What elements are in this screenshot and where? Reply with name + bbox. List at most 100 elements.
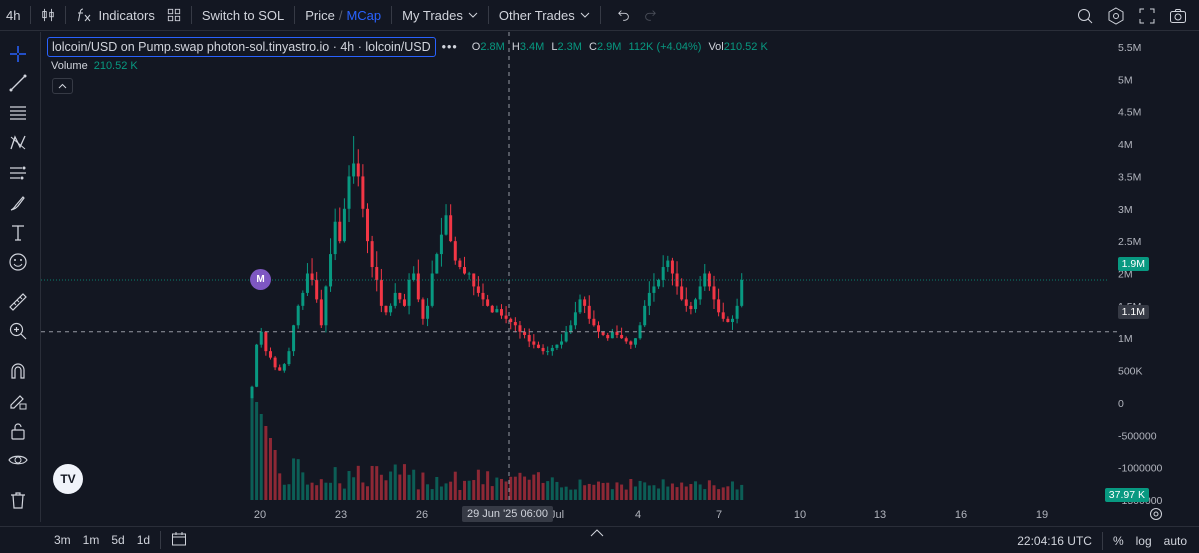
- candle-body: [689, 305, 693, 310]
- candle-body: [597, 325, 600, 332]
- collapse-legend-button[interactable]: [52, 78, 73, 94]
- chevron-down-icon: [580, 12, 590, 18]
- volume-bar: [315, 485, 319, 500]
- pattern-tool[interactable]: [6, 131, 30, 155]
- candle-body: [296, 305, 300, 326]
- log-scale-toggle[interactable]: log: [1135, 533, 1152, 548]
- smiley-icon: [9, 253, 27, 271]
- candle-body: [684, 299, 688, 306]
- fullscreen-button[interactable]: [1131, 0, 1162, 31]
- volume-bar: [583, 485, 587, 500]
- redo-icon: [644, 10, 656, 21]
- measure-tool[interactable]: [6, 290, 30, 314]
- candle-body: [439, 234, 443, 255]
- price-mcap-toggle[interactable]: Price / MCap: [299, 0, 387, 31]
- volume-bar: [449, 481, 453, 500]
- volume-bar: [301, 472, 305, 500]
- switch-to-sol-button[interactable]: Switch to SOL: [196, 0, 290, 31]
- volume-bar: [666, 486, 670, 500]
- candle-body: [416, 273, 420, 300]
- volume-bar: [620, 484, 624, 500]
- chevron-up-icon[interactable]: [590, 529, 604, 537]
- volume-bar: [273, 450, 277, 500]
- volume-bar: [694, 481, 698, 500]
- fib-tool[interactable]: [6, 101, 30, 125]
- symbol-title[interactable]: lolcoin/USD on Pump.swap photon-sol.tiny…: [47, 37, 436, 57]
- volume-bar: [643, 482, 647, 500]
- trendline-tool[interactable]: [6, 71, 30, 95]
- hide-drawings-tool[interactable]: [6, 448, 30, 472]
- percent-scale-toggle[interactable]: %: [1112, 533, 1124, 548]
- lock-drawing-tool[interactable]: [6, 389, 30, 413]
- indicators-button[interactable]: Indicators: [70, 0, 160, 31]
- volume-bar: [684, 486, 688, 500]
- legend-more-button[interactable]: •••: [441, 40, 458, 54]
- settings-button[interactable]: [1100, 0, 1131, 31]
- lock-all-tool[interactable]: [6, 419, 30, 443]
- candle-body: [587, 305, 591, 319]
- tradingview-logo[interactable]: TV: [53, 464, 83, 494]
- redo-button[interactable]: [637, 0, 663, 31]
- prediction-tool[interactable]: [6, 161, 30, 185]
- volume-bar: [735, 489, 739, 500]
- price-chart[interactable]: 5.5M5M4.5M4M3.5M3M2.5M2M1.5M1M500K0-5000…: [41, 32, 1199, 526]
- volume-bar: [472, 480, 476, 500]
- volume-bar: [689, 484, 693, 500]
- interval-button[interactable]: 4h: [0, 0, 26, 31]
- crosshair-tool[interactable]: [6, 42, 30, 66]
- range-5d[interactable]: 5d: [111, 533, 125, 547]
- y-tick-label: 4.5M: [1118, 107, 1141, 119]
- volume-bar: [278, 473, 282, 500]
- volume-bar: [541, 482, 545, 500]
- candle-body: [402, 299, 406, 306]
- chart-type-button[interactable]: [35, 0, 61, 31]
- candle-body: [486, 299, 490, 306]
- remove-drawings-tool[interactable]: [6, 488, 30, 512]
- x-tick-label: 19: [1036, 509, 1048, 521]
- templates-button[interactable]: [161, 0, 187, 31]
- brush-tool[interactable]: [6, 191, 30, 215]
- grid-icon: [167, 8, 180, 22]
- text-tool[interactable]: [6, 221, 30, 245]
- undo-button[interactable]: [611, 0, 637, 31]
- candle-body: [347, 176, 351, 209]
- volume-bar: [268, 438, 272, 500]
- auto-scale-toggle[interactable]: auto: [1163, 533, 1187, 548]
- range-1d[interactable]: 1d: [136, 533, 151, 547]
- range-1m[interactable]: 1m: [82, 533, 100, 547]
- volume-bar: [495, 477, 499, 500]
- zoom-in-tool[interactable]: [6, 319, 30, 343]
- candle-body: [379, 279, 383, 306]
- volume-bar: [398, 474, 402, 500]
- emoji-tool[interactable]: [6, 250, 30, 274]
- candle-body: [426, 305, 430, 319]
- axis-settings-button[interactable]: [1148, 506, 1164, 522]
- volume-bar: [444, 483, 448, 500]
- goto-date-button[interactable]: [165, 531, 193, 550]
- drawing-toolbar: [0, 32, 37, 546]
- my-trades-dropdown[interactable]: My Trades: [396, 0, 484, 31]
- volume-bar: [717, 489, 721, 500]
- candle-body: [333, 221, 337, 255]
- vol-label: Vol: [708, 41, 724, 53]
- volume-bar: [407, 474, 411, 500]
- candle-body: [657, 279, 661, 287]
- migration-marker[interactable]: M: [250, 269, 271, 290]
- screenshot-button[interactable]: [1162, 0, 1193, 31]
- clock-time[interactable]: 22:04:16 UTC: [1017, 533, 1092, 548]
- candle-body: [592, 318, 596, 326]
- price-label: Price: [305, 7, 335, 23]
- volume-bar: [375, 466, 379, 500]
- other-trades-dropdown[interactable]: Other Trades: [493, 0, 596, 31]
- candle-body: [352, 163, 356, 177]
- range-3m[interactable]: 3m: [54, 533, 71, 547]
- volume-bar: [504, 481, 508, 500]
- volume-bar: [569, 489, 573, 500]
- quick-search-button[interactable]: [1069, 0, 1100, 31]
- volume-bar: [296, 459, 300, 500]
- candle-body: [624, 338, 628, 342]
- candle-body: [610, 331, 614, 339]
- price-axis: 5.5M5M4.5M4M3.5M3M2.5M2M1.5M1M500K0-5000…: [1118, 42, 1163, 507]
- magnet-tool[interactable]: [6, 359, 30, 383]
- candle-body: [518, 325, 522, 332]
